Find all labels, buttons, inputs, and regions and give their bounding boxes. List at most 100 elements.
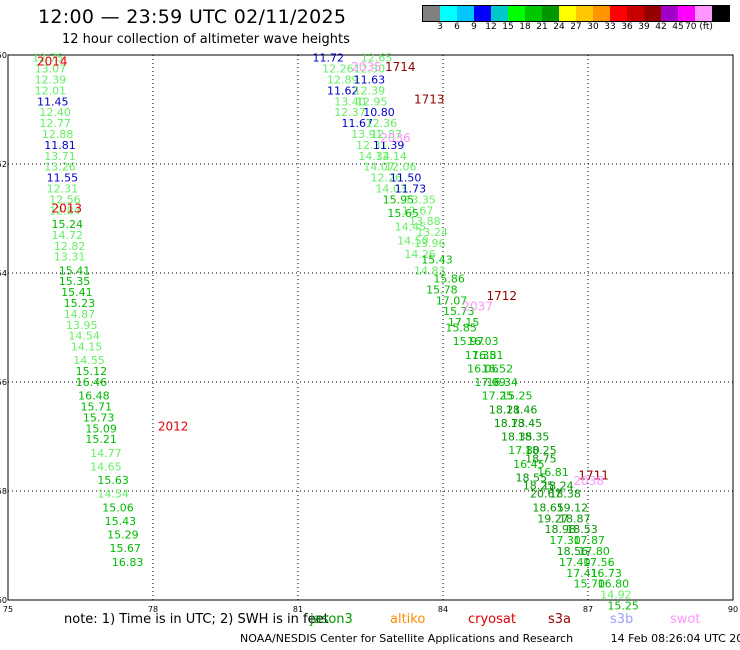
wave-height-label: 17.40 <box>559 556 591 569</box>
wave-height-label: 12.30 <box>354 63 386 76</box>
pass-number-label: 1713 <box>414 93 445 107</box>
wave-height-label: 12.87 <box>371 128 403 141</box>
wave-height-label: 16.80 <box>598 578 630 591</box>
satellite-swot: swot <box>670 612 701 627</box>
legend-label: 24 <box>553 22 565 32</box>
pass-number-label: 1711 <box>578 469 609 483</box>
wave-height-label: 12.06 <box>385 161 417 174</box>
legend-label: 36 <box>621 22 633 32</box>
wave-height-label: 18.75 <box>525 452 557 465</box>
wave-height-label: 15.97 <box>453 335 485 348</box>
wave-height-label: 15.29 <box>107 529 139 542</box>
wave-height-label: 12.26 <box>322 63 354 76</box>
pass-number-label: 1712 <box>487 289 518 303</box>
wave-height-label: 12.26 <box>371 172 403 185</box>
wave-height-label: 12.31 <box>356 139 388 152</box>
wave-height-label: 18.45 <box>511 417 542 430</box>
wave-height-label: 14.83 <box>414 264 446 277</box>
wave-height-label: 14.34 <box>358 150 390 163</box>
wave-height-label: 14.50 <box>397 234 429 247</box>
legend-swatch <box>627 6 644 21</box>
legend-swatch <box>712 6 729 21</box>
pass-number-label: 2036 <box>380 131 411 145</box>
wave-height-label: 13.40 <box>334 95 366 108</box>
legend-swatch <box>491 6 508 21</box>
legend-label: 9 <box>471 22 477 32</box>
wave-height-label: 18.38 <box>549 488 581 501</box>
pass-number-label: 2012 <box>158 420 189 434</box>
y-tick-label: -52 <box>0 160 7 169</box>
wave-height-label: 18.65 <box>532 501 564 514</box>
wave-height-label: 15.25 <box>501 390 533 403</box>
wave-height-label: 18.35 <box>518 431 550 444</box>
wave-height-label: 11.67 <box>342 117 374 130</box>
legend-label: 27 <box>570 22 582 32</box>
wave-height-label: 18.25 <box>523 480 555 493</box>
wave-height-label: 14.03 <box>375 183 407 196</box>
color-legend <box>422 5 730 22</box>
wave-height-label: 12.89 <box>327 74 359 87</box>
wave-height-label: 11.62 <box>327 84 359 97</box>
legend-swatch <box>474 6 491 21</box>
timestamp-text: 14 Feb 08:26:04 UTC 2025 <box>610 632 740 645</box>
wave-height-label: 12.65 <box>361 52 393 65</box>
legend-swatch <box>440 6 457 21</box>
wave-height-label: 13.71 <box>44 150 76 163</box>
wave-height-label: 13.96 <box>414 237 446 250</box>
wave-height-label: 15.65 <box>387 207 419 220</box>
wave-height-label: 18.24 <box>542 480 574 493</box>
wave-height-label: 11.50 <box>390 172 422 185</box>
wave-height-label: 14.26 <box>404 248 436 261</box>
wave-height-label: 12.77 <box>39 117 71 130</box>
wave-height-label: 17.30 <box>549 534 581 547</box>
wave-height-label: 15.63 <box>97 474 128 487</box>
wave-height-label: 12.37 <box>334 106 366 119</box>
wave-height-label: 12.36 <box>366 117 398 130</box>
wave-height-label: 14.07 <box>363 161 395 174</box>
x-tick-label: 90 <box>728 605 738 614</box>
wave-height-label: 15.85 <box>445 322 477 335</box>
wave-height-label: 15.86 <box>433 272 465 285</box>
pass-number-label: 2038 <box>574 474 605 488</box>
wave-height-label: 18.53 <box>566 523 598 536</box>
x-tick-label: 75 <box>3 605 13 614</box>
x-tick-label: 81 <box>293 605 303 614</box>
wave-height-label: 18.98 <box>545 523 577 536</box>
wave-height-label: 15.70 <box>574 578 606 591</box>
plot-frame <box>7 54 734 601</box>
wave-height-label: 15.23 <box>64 297 95 310</box>
legend-swatch <box>593 6 610 21</box>
wave-height-label: 17.35 <box>465 349 497 362</box>
wave-height-label: 16.48 <box>78 390 110 403</box>
wave-height-label: 18.87 <box>559 512 591 525</box>
wave-height-label: 17.80 <box>578 545 610 558</box>
wave-height-label: 17.56 <box>583 556 615 569</box>
wave-height-label: 17.41 <box>566 567 598 580</box>
wave-height-label: 11.63 <box>354 74 386 87</box>
wave-height-label: 13.24 <box>416 226 448 239</box>
wave-height-label: 13.35 <box>404 193 436 206</box>
legend-label: 70 (ft) <box>685 22 713 32</box>
legend-label: 21 <box>536 22 548 32</box>
legend-label: 15 <box>502 22 514 32</box>
legend-label: 6 <box>454 22 460 32</box>
wave-height-label: 14.77 <box>90 447 122 460</box>
wave-height-label: 14.55 <box>73 354 105 367</box>
wave-height-label: 18.21 <box>489 403 520 416</box>
wave-height-label: 13.26 <box>44 161 76 174</box>
pass-number-label: 2035 <box>351 60 382 74</box>
y-tick-label: -56 <box>0 378 7 387</box>
wave-height-label: 15.41 <box>59 264 91 277</box>
satellite-cryosat: cryosat <box>468 612 516 627</box>
wave-height-label: 18.73 <box>494 417 526 430</box>
wave-height-label: 15.41 <box>61 286 93 299</box>
wave-height-label: 12.01 <box>35 84 66 97</box>
wave-height-label: 17.15 <box>448 316 480 329</box>
wave-height-label: 15.67 <box>110 542 142 555</box>
wave-height-label: 17.25 <box>482 390 513 403</box>
wave-height-label: 17.07 <box>436 294 468 307</box>
page-subtitle: 12 hour collection of altimeter wave hei… <box>62 32 350 47</box>
wave-height-label: 16.52 <box>482 362 513 375</box>
